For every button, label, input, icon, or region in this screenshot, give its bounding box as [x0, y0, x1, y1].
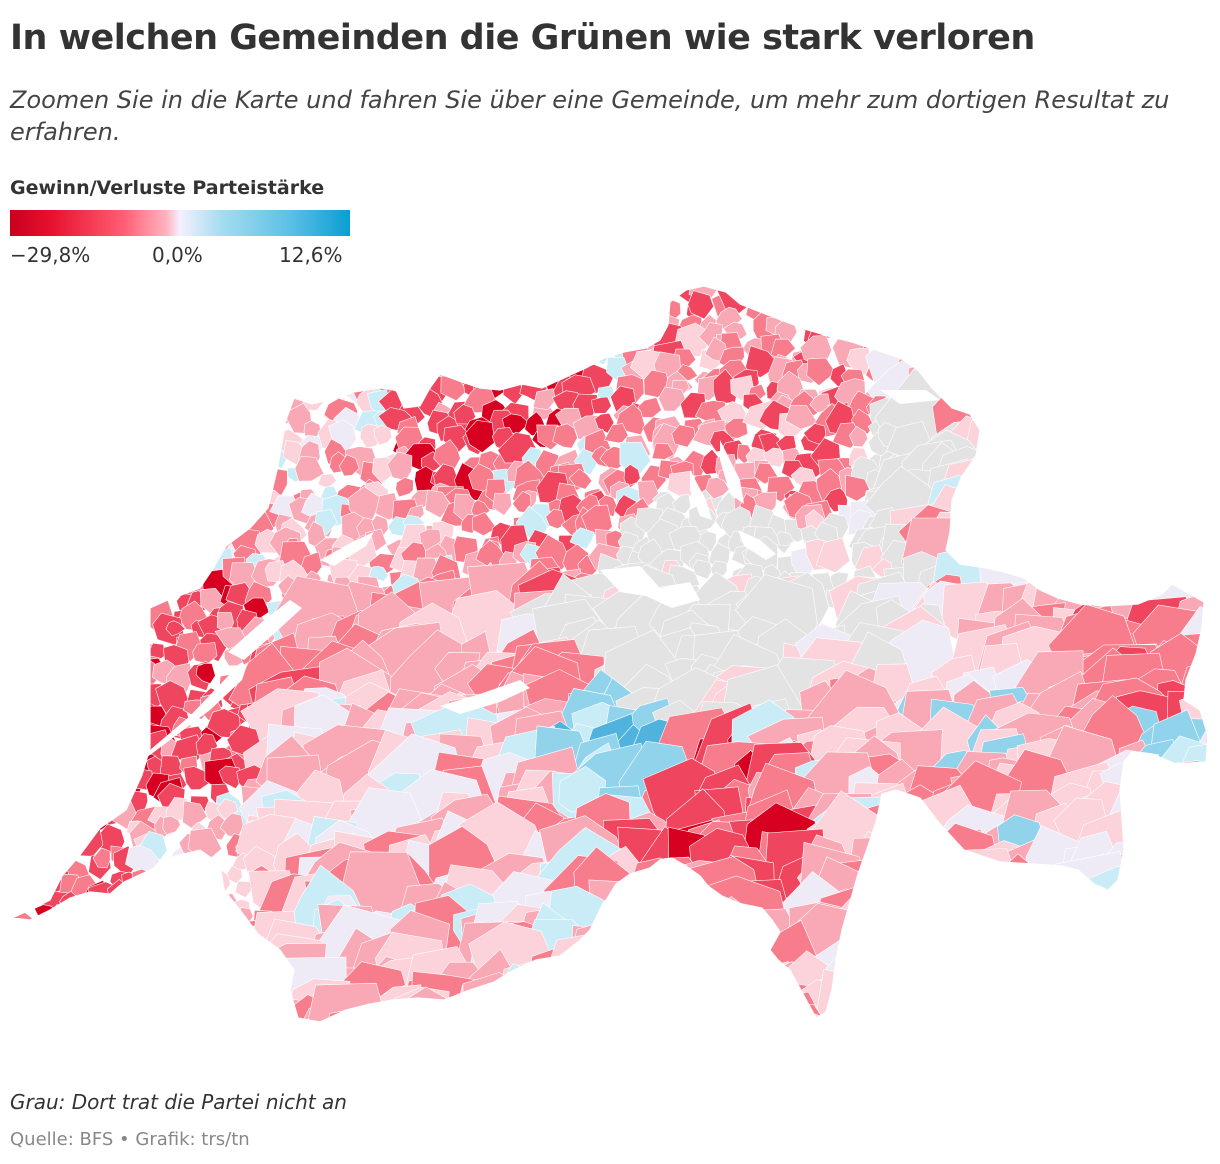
source-credit: Quelle: BFS • Grafik: trs/tn: [10, 1129, 250, 1150]
municipality[interactable]: [846, 348, 872, 376]
municipality[interactable]: [776, 531, 795, 546]
municipality[interactable]: [815, 537, 851, 574]
municipality[interactable]: [552, 423, 578, 449]
municipality[interactable]: [806, 357, 837, 386]
municipality[interactable]: [603, 423, 629, 444]
municipality[interactable]: [658, 386, 687, 412]
switzerland-municipality-map[interactable]: [0, 270, 1220, 1070]
municipality[interactable]: [688, 503, 719, 533]
municipality[interactable]: [849, 425, 869, 448]
municipality[interactable]: [465, 419, 496, 453]
municipality[interactable]: [692, 559, 713, 580]
legend-min-label: −29,8%: [10, 243, 91, 267]
legend-zero-label: 0,0%: [152, 243, 203, 267]
legend-color-scale: [10, 210, 350, 236]
municipality[interactable]: [705, 477, 730, 500]
municipality[interactable]: [532, 388, 556, 411]
municipality[interactable]: [294, 455, 325, 482]
municipality[interactable]: [569, 527, 595, 550]
municipality[interactable]: [623, 464, 641, 487]
municipality[interactable]: [472, 511, 498, 537]
municipality[interactable]: [424, 489, 451, 519]
chart-subtitle: Zoomen Sie in die Karte und fahren Sie ü…: [10, 86, 1170, 146]
chart-title: In welchen Gemeinden die Grünen wie star…: [10, 18, 1035, 58]
municipality[interactable]: [784, 405, 819, 430]
municipality[interactable]: [568, 468, 593, 490]
municipality[interactable]: [671, 494, 692, 514]
municipality[interactable]: [373, 424, 393, 446]
legend-title: Gewinn/Verluste Parteistärke: [10, 177, 325, 199]
municipality[interactable]: [338, 454, 360, 477]
footnote-no-candidacy: Grau: Dort trat die Partei nicht an: [10, 1090, 347, 1114]
municipality[interactable]: [395, 477, 414, 498]
legend-max-label: 12,6%: [279, 243, 343, 267]
municipality[interactable]: [651, 443, 675, 460]
municipality[interactable]: [492, 493, 513, 516]
municipality[interactable]: [165, 620, 186, 637]
municipality[interactable]: [591, 396, 612, 414]
municipality[interactable]: [545, 509, 566, 529]
municipality[interactable]: [671, 424, 696, 448]
municipality[interactable]: [594, 412, 615, 434]
municipality[interactable]: [845, 474, 872, 502]
municipality[interactable]: [195, 663, 216, 685]
